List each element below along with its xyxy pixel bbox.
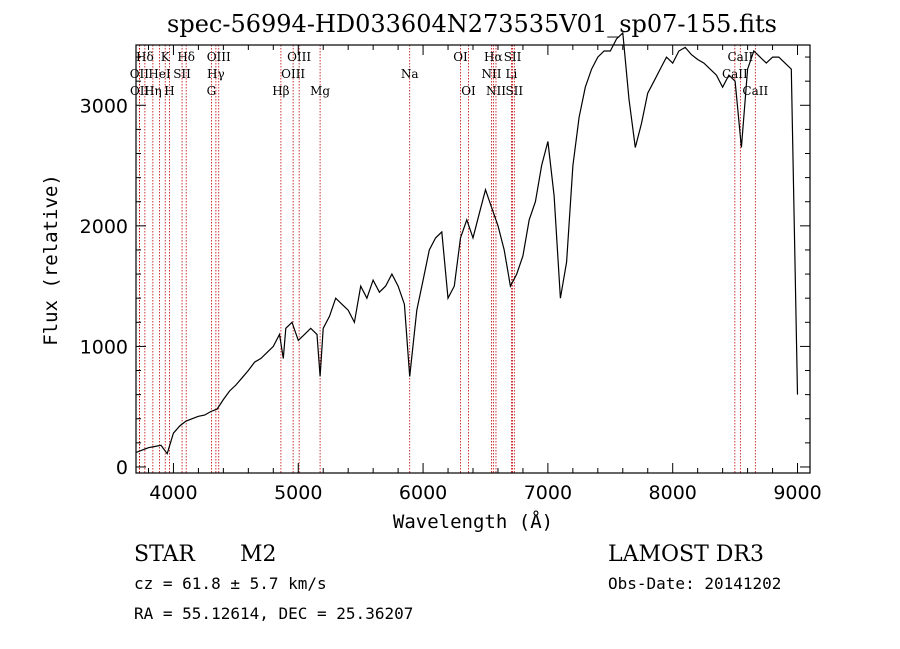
line-label: Hη [144,84,162,98]
object-subclass: M2 [240,542,277,567]
line-label: CaII [742,84,768,98]
line-label: NII [481,67,501,81]
x-tick-label: 7000 [524,482,572,504]
line-label: Na [401,67,419,81]
line-label: Hδ [177,50,195,64]
line-label: OII [130,84,150,98]
line-label: OI [453,50,468,64]
x-axis-ticks: 4000 5000 6000 7000 8000 9000 [147,45,822,504]
y-tick-label: 3000 [80,95,128,117]
y-tick-label: 1000 [80,336,128,358]
x-tick-label: 9000 [773,482,821,504]
y-tick-label: 2000 [80,216,128,238]
spectrum-line [135,31,799,456]
x-tick-label: 4000 [149,482,197,504]
line-label: Li [506,67,518,81]
coordinates-readout: RA = 55.12614, DEC = 25.36207 [134,604,413,623]
x-tick-label: 5000 [274,482,322,504]
line-label: Mg [310,84,330,98]
chart-title: spec-56994-HD033604N273535V01_sp07-155.f… [167,10,777,38]
line-label: SII [505,84,523,98]
line-label: OIII [287,50,311,64]
line-label: CaII [722,67,748,81]
line-label: HeI [148,67,171,81]
line-label: OII [130,67,150,81]
y-tick-label: 0 [116,457,128,479]
y-axis-ticks: 0 1000 2000 3000 [80,56,810,479]
spectral-line-markers [138,45,756,473]
survey-name: LAMOST DR3 [608,542,764,567]
line-label: K [161,50,171,64]
redshift-readout: cz = 61.8 ± 5.7 km/s [134,574,327,593]
line-label: OIII [207,50,231,64]
line-label: SII [504,50,522,64]
observation-date: Obs-Date: 20141202 [608,574,781,593]
line-label: CaII [727,50,753,64]
plot-frame [135,44,811,474]
x-axis-label: Wavelength (Å) [393,510,553,533]
line-label: OI [461,84,476,98]
line-label: OIII [281,67,305,81]
x-tick-label: 8000 [649,482,697,504]
line-label: G [207,84,217,98]
line-label: SII [173,67,191,81]
line-label: Hδ [136,50,154,64]
y-axis-label: Flux (relative) [40,174,62,346]
line-label: Hγ [207,67,225,81]
line-label: Hα [484,50,503,64]
x-tick-label: 6000 [399,482,447,504]
line-label: H [164,84,174,98]
line-label: NII [486,84,506,98]
line-label: Hβ [272,84,289,98]
object-class: STAR [134,542,196,567]
